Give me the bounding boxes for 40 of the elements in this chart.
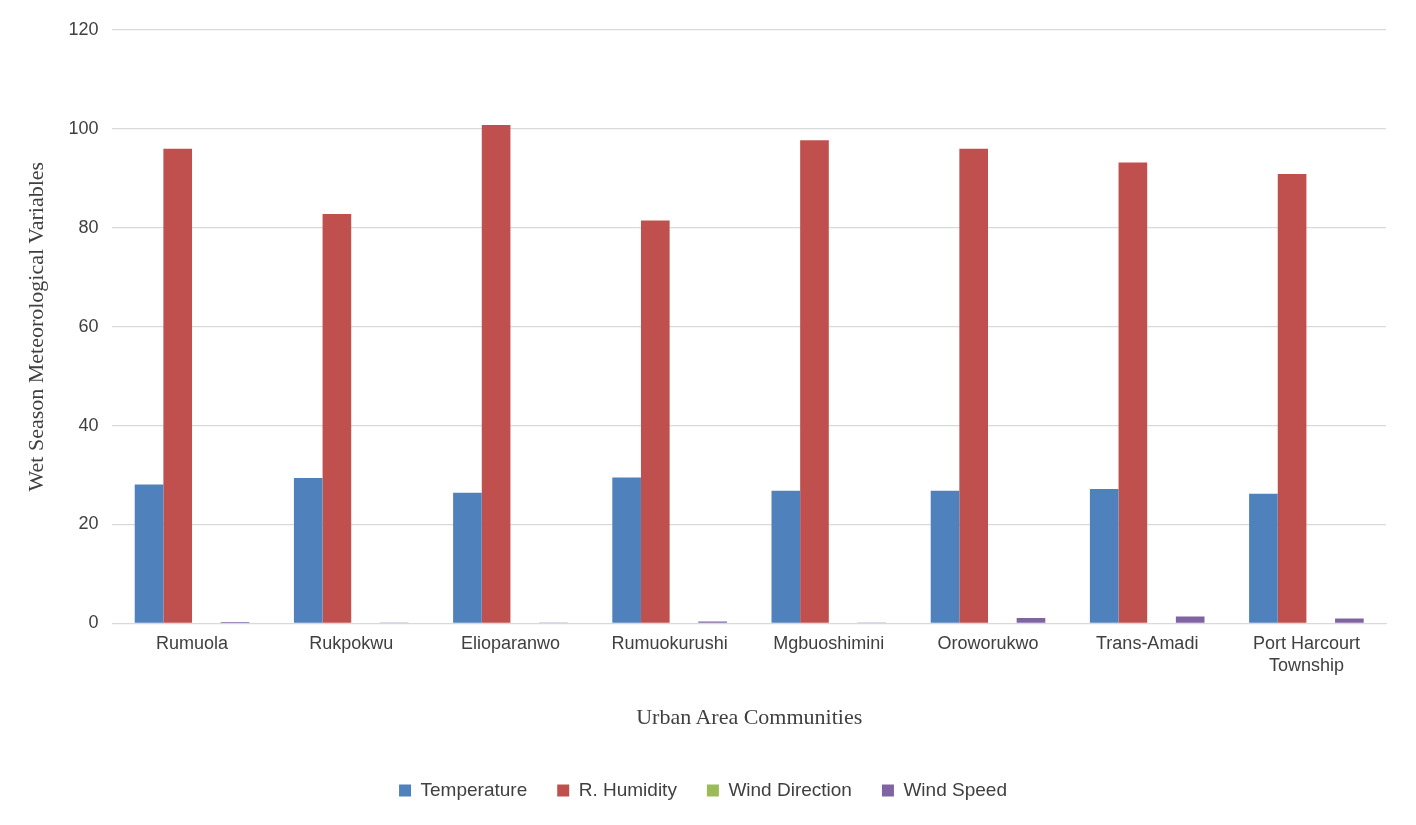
y-tick-label: 40 [78,414,99,435]
legend-label: Wind Direction [728,778,852,800]
x-axis-title: Urban Area Communities [636,703,863,729]
bar [771,490,801,623]
bar [1118,162,1148,623]
bar [293,478,323,623]
legend-label: Temperature [420,778,528,800]
bar [930,490,960,623]
bar [163,148,193,623]
x-tick-label: Trans-Amadi [1096,633,1199,654]
y-tick-label: 20 [78,513,99,534]
bar [1175,616,1205,623]
bar [134,484,164,623]
bar [1249,493,1278,623]
y-tick-label: 100 [68,117,99,138]
bar [453,492,482,623]
bar [1277,173,1307,623]
x-tick-label: Mgbuoshimini [773,633,885,654]
bar [612,477,641,623]
x-tick-label: Rukpokwu [309,633,394,654]
bar [481,124,511,623]
y-tick-label: 0 [88,612,99,633]
bar [1089,488,1119,623]
bar [640,220,670,623]
bar [322,213,352,623]
y-tick-label: 120 [68,18,99,39]
y-axis-title: Wet Season Meteorological Variables [22,161,48,492]
x-tick-label: Oroworukwo [937,633,1039,654]
legend-label: R. Humidity [578,778,678,800]
bar [959,148,989,623]
bar [800,140,829,623]
bar [1016,617,1046,623]
y-tick-label: 60 [78,315,99,336]
bar [1335,618,1364,623]
x-tick-label: Rumuokurushi [611,633,728,654]
x-tick-label: Elioparanwo [460,633,560,654]
x-tick-label: Rumuola [156,633,230,654]
y-tick-label: 80 [78,216,99,237]
legend-label: Wind Speed [903,778,1007,800]
x-tick-label: Port Harcourt Township [1252,633,1360,675]
